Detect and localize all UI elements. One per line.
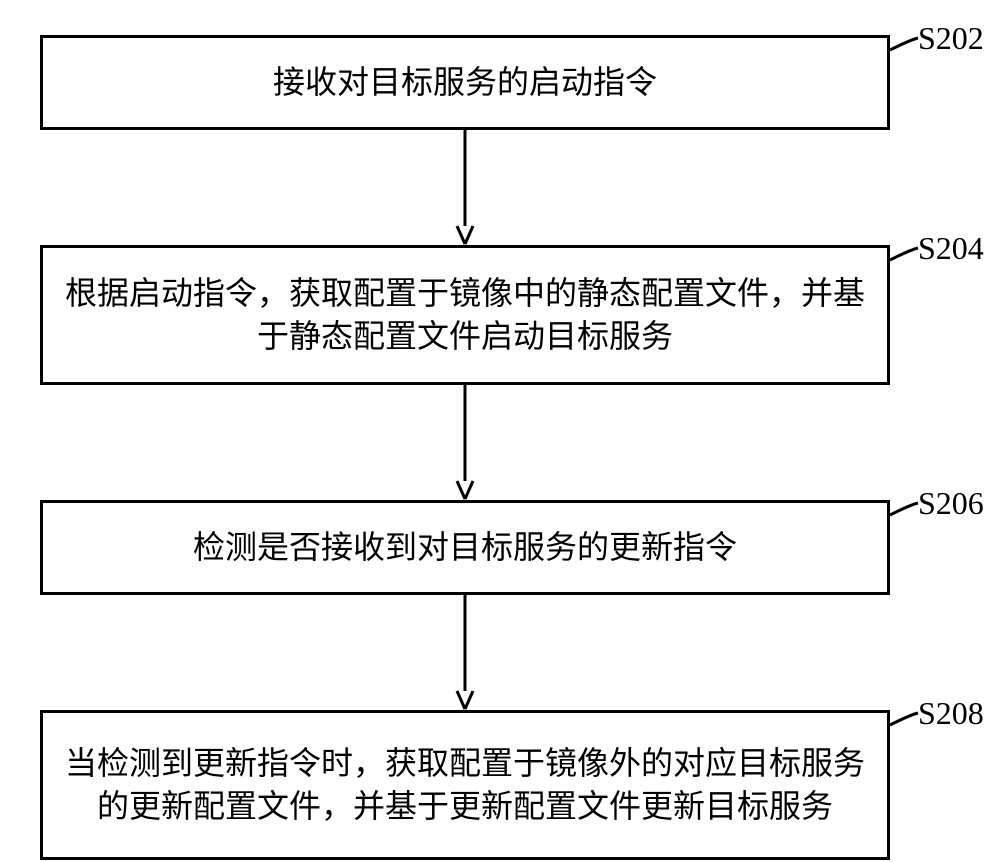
diagram-svg: [0, 0, 1000, 862]
